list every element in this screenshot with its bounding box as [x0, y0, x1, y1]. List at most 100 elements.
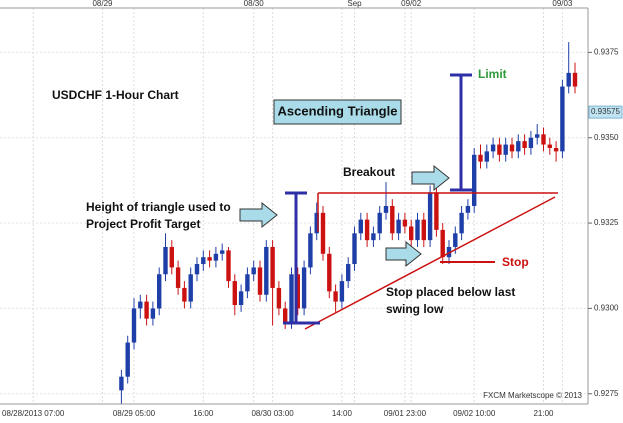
candle-body — [383, 206, 389, 213]
candle-body — [440, 229, 445, 258]
candle-body — [522, 141, 527, 148]
candle-body — [314, 212, 319, 234]
candle-body — [232, 281, 237, 305]
candle-body — [169, 246, 174, 268]
candle-body — [333, 291, 338, 302]
candle-body — [415, 219, 420, 241]
candle-body — [320, 212, 326, 254]
x-tick-label: 09/01 23:00 — [384, 409, 427, 418]
x-tick-label: 08/30 03:00 — [251, 409, 294, 418]
candle-body — [289, 274, 294, 323]
arrow — [239, 201, 278, 229]
candle-body — [226, 250, 231, 282]
candle-body — [396, 219, 401, 234]
y-tick-label: 0.9300 — [594, 304, 619, 313]
candle-body — [327, 253, 332, 292]
candle-body — [238, 291, 244, 305]
candle-body — [358, 219, 363, 234]
x-tick-label: 16:00 — [193, 409, 214, 418]
x-tick-label: 08/28/2013 07:00 — [2, 409, 65, 418]
candle-body — [188, 274, 193, 302]
height-bracket — [283, 191, 320, 325]
candle-body — [478, 154, 483, 162]
grid — [0, 8, 588, 404]
candle-body — [503, 144, 508, 155]
candle-body — [220, 250, 225, 254]
candle-body — [144, 301, 149, 319]
x-tick-label: 08/29 05:00 — [113, 409, 156, 418]
candle-body — [402, 219, 408, 227]
candle-body — [295, 274, 300, 309]
limit-label: Limit — [478, 67, 507, 81]
candle-body — [377, 212, 382, 234]
breakout-label: Breakout — [343, 165, 395, 179]
height-note: Height of triangle used to — [86, 200, 231, 214]
candle-body — [516, 141, 521, 152]
stop-note: swing low — [386, 302, 444, 316]
y-tick-label: 0.9275 — [594, 389, 619, 398]
candle-body — [119, 376, 124, 391]
candle-body — [270, 246, 275, 288]
candle-body — [264, 246, 269, 295]
stop-note: Stop placed below last — [386, 285, 515, 299]
candle-body — [509, 144, 515, 152]
support-line — [304, 196, 556, 330]
last-price-tag — [588, 105, 623, 119]
candle-body — [182, 287, 187, 302]
candle-body — [371, 233, 376, 241]
candle-body — [472, 154, 477, 206]
top-tick-label: 08/29 — [92, 0, 113, 8]
top-tick-label: 08/30 — [244, 0, 265, 8]
candle-body — [484, 151, 489, 162]
candle-body — [490, 144, 496, 152]
candle-body — [163, 246, 168, 275]
pattern-box — [273, 99, 402, 125]
candle-body — [131, 308, 137, 343]
annotations: Ascending Triangle USDCHF 1-Hour Chart B… — [52, 67, 583, 400]
candle-body — [459, 212, 464, 234]
candle-body — [566, 72, 571, 87]
top-tick-label: 09/03 — [552, 0, 573, 8]
candle-body — [125, 342, 130, 377]
candle-body — [207, 257, 212, 261]
candle-body — [138, 301, 143, 309]
candle-body — [541, 134, 546, 145]
candle-body — [194, 264, 200, 275]
candle-body — [427, 192, 433, 241]
candle-body — [446, 246, 452, 258]
limit-bracket — [450, 73, 472, 192]
candle-body — [409, 226, 414, 241]
candle-body — [497, 144, 502, 155]
candle-body — [346, 264, 351, 282]
candle-body — [553, 147, 559, 152]
candle-body — [175, 267, 181, 288]
pattern-label: Ascending Triangle — [278, 103, 398, 118]
arrow — [411, 164, 450, 192]
candle-body — [465, 206, 471, 213]
watermark: FXCM Marketscope © 2013 — [483, 391, 582, 400]
x-tick-label: 14:00 — [332, 409, 353, 418]
candle-body — [245, 274, 250, 292]
candle-body — [434, 192, 439, 230]
y-tick-label: 0.9325 — [594, 218, 619, 227]
candle-body — [364, 219, 370, 241]
candle-body — [251, 267, 256, 275]
height-note: Project Profit Target — [86, 217, 200, 231]
top-tick-label: Sep — [347, 0, 362, 8]
top-tick-label: 09/02 — [401, 0, 422, 8]
candle-body — [339, 281, 345, 302]
stop-label: Stop — [502, 255, 529, 269]
candle-body — [421, 219, 426, 241]
candle-body — [528, 137, 534, 148]
candle-body — [390, 206, 395, 234]
y-tick-label: 0.9350 — [594, 133, 619, 142]
last-price-label: 0.93575 — [591, 107, 620, 116]
candle-body — [276, 287, 282, 309]
y-tick-label: 0.9375 — [594, 47, 619, 56]
arrow — [385, 240, 422, 268]
candle-body — [453, 233, 458, 247]
chart-title: USDCHF 1-Hour Chart — [52, 88, 179, 102]
